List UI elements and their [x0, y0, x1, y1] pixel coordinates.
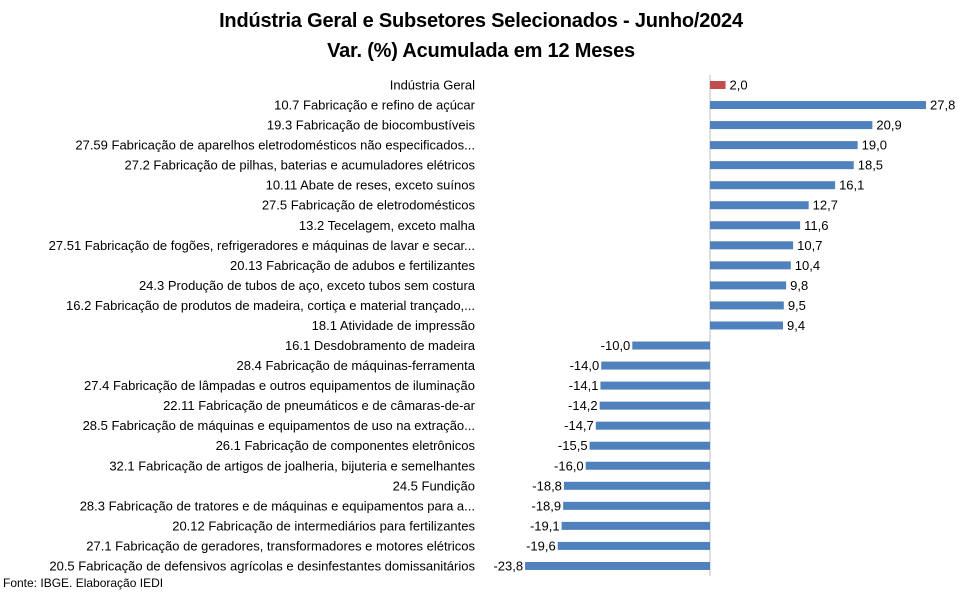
bar-22 — [561, 521, 710, 530]
category-label-17: 28.5 Fabricação de máquinas e equipament… — [83, 418, 475, 433]
category-label-23: 27.1 Fabricação de geradores, transforma… — [86, 538, 475, 553]
bar-24 — [525, 561, 710, 570]
bar-14 — [601, 361, 710, 370]
bar-15 — [600, 381, 710, 390]
category-label-20: 24.5 Fundição — [393, 478, 475, 493]
data-label-9: 10,4 — [795, 258, 820, 273]
bar-17 — [595, 421, 710, 430]
category-label-10: 24.3 Produção de tubos de aço, exceto tu… — [139, 278, 476, 293]
bar-23 — [557, 541, 710, 550]
bar-13 — [632, 341, 710, 350]
bar-20 — [563, 481, 710, 490]
bar-12 — [710, 321, 784, 330]
bar-9 — [710, 261, 791, 270]
bar-1 — [710, 101, 926, 110]
bar-0 — [710, 81, 726, 89]
bar-18 — [589, 441, 710, 450]
data-label-24: -23,8 — [493, 558, 523, 573]
category-label-16: 22.11 Fabricação de pneumáticos e de câm… — [163, 398, 476, 413]
bar-21 — [563, 501, 710, 510]
category-label-18: 26.1 Fabricação de componentes eletrônic… — [216, 438, 476, 453]
category-label-2: 19.3 Fabricação de biocombustíveis — [267, 118, 476, 133]
category-label-21: 28.3 Fabricação de tratores e de máquina… — [80, 498, 475, 513]
category-label-12: 18.1 Atividade de impressão — [312, 318, 475, 333]
bar-4 — [710, 161, 854, 170]
data-label-21: -18,9 — [532, 498, 562, 513]
data-label-3: 19,0 — [862, 138, 887, 153]
data-label-14: -14,0 — [570, 358, 600, 373]
category-label-19: 32.1 Fabricação de artigos de joalheria,… — [109, 458, 475, 473]
category-label-14: 28.4 Fabricação de máquinas-ferramenta — [237, 358, 476, 373]
category-label-1: 10.7 Fabricação e refino de açúcar — [274, 98, 476, 113]
data-label-16: -14,2 — [568, 398, 598, 413]
data-label-23: -19,6 — [526, 538, 556, 553]
data-label-15: -14,1 — [569, 378, 599, 393]
bar-10 — [710, 281, 787, 290]
data-label-8: 10,7 — [797, 238, 822, 253]
category-label-11: 16.2 Fabricação de produtos de madeira, … — [66, 298, 475, 313]
data-label-17: -14,7 — [564, 418, 594, 433]
category-label-22: 20.12 Fabricação de intermediários para … — [172, 518, 475, 533]
category-label-9: 20.13 Fabricação de adubos e fertilizant… — [230, 258, 475, 273]
category-label-7: 13.2 Tecelagem, exceto malha — [299, 218, 476, 233]
category-label-8: 27.51 Fabricação de fogões, refrigerador… — [49, 238, 475, 253]
bar-7 — [710, 221, 801, 230]
data-label-1: 27,8 — [930, 98, 955, 113]
bar-6 — [710, 201, 809, 210]
category-label-6: 27.5 Fabricação de eletrodomésticos — [262, 198, 476, 213]
data-label-4: 18,5 — [858, 158, 883, 173]
data-label-5: 16,1 — [839, 178, 864, 193]
category-label-3: 27.59 Fabricação de aparelhos eletrodomé… — [75, 138, 475, 153]
category-label-0: Indústria Geral — [390, 78, 475, 93]
bar-11 — [710, 301, 784, 310]
category-label-4: 27.2 Fabricação de pilhas, baterias e ac… — [125, 158, 476, 173]
bar-19 — [585, 461, 710, 470]
source-note: Fonte: IBGE. Elaboração IEDI — [3, 576, 164, 590]
data-label-12: 9,4 — [787, 318, 805, 333]
category-label-5: 10.11 Abate de reses, exceto suínos — [266, 178, 476, 193]
bar-2 — [710, 121, 873, 130]
data-label-7: 11,6 — [804, 218, 828, 233]
data-label-2: 20,9 — [876, 118, 901, 133]
category-label-13: 16.1 Desdobramento de madeira — [285, 338, 476, 353]
bar-5 — [710, 181, 836, 190]
data-label-11: 9,5 — [788, 298, 806, 313]
category-label-15: 27.4 Fabricação de lâmpadas e outros equ… — [84, 378, 475, 393]
data-label-10: 9,8 — [790, 278, 808, 293]
bar-8 — [710, 241, 794, 250]
data-label-6: 12,7 — [813, 198, 838, 213]
chart-subtitle: Var. (%) Acumulada em 12 Meses — [327, 40, 635, 62]
data-label-13: -10,0 — [601, 338, 631, 353]
data-label-22: -19,1 — [530, 518, 560, 533]
bar-16 — [599, 401, 710, 410]
category-label-24: 20.5 Fabricação de defensivos agrícolas … — [49, 558, 475, 573]
data-label-0: 2,0 — [730, 78, 748, 93]
bar-3 — [710, 141, 858, 150]
data-label-19: -16,0 — [554, 458, 584, 473]
data-label-20: -18,8 — [532, 478, 562, 493]
chart-title: Indústria Geral e Subsetores Selecionado… — [219, 10, 743, 32]
data-label-18: -15,5 — [558, 438, 588, 453]
